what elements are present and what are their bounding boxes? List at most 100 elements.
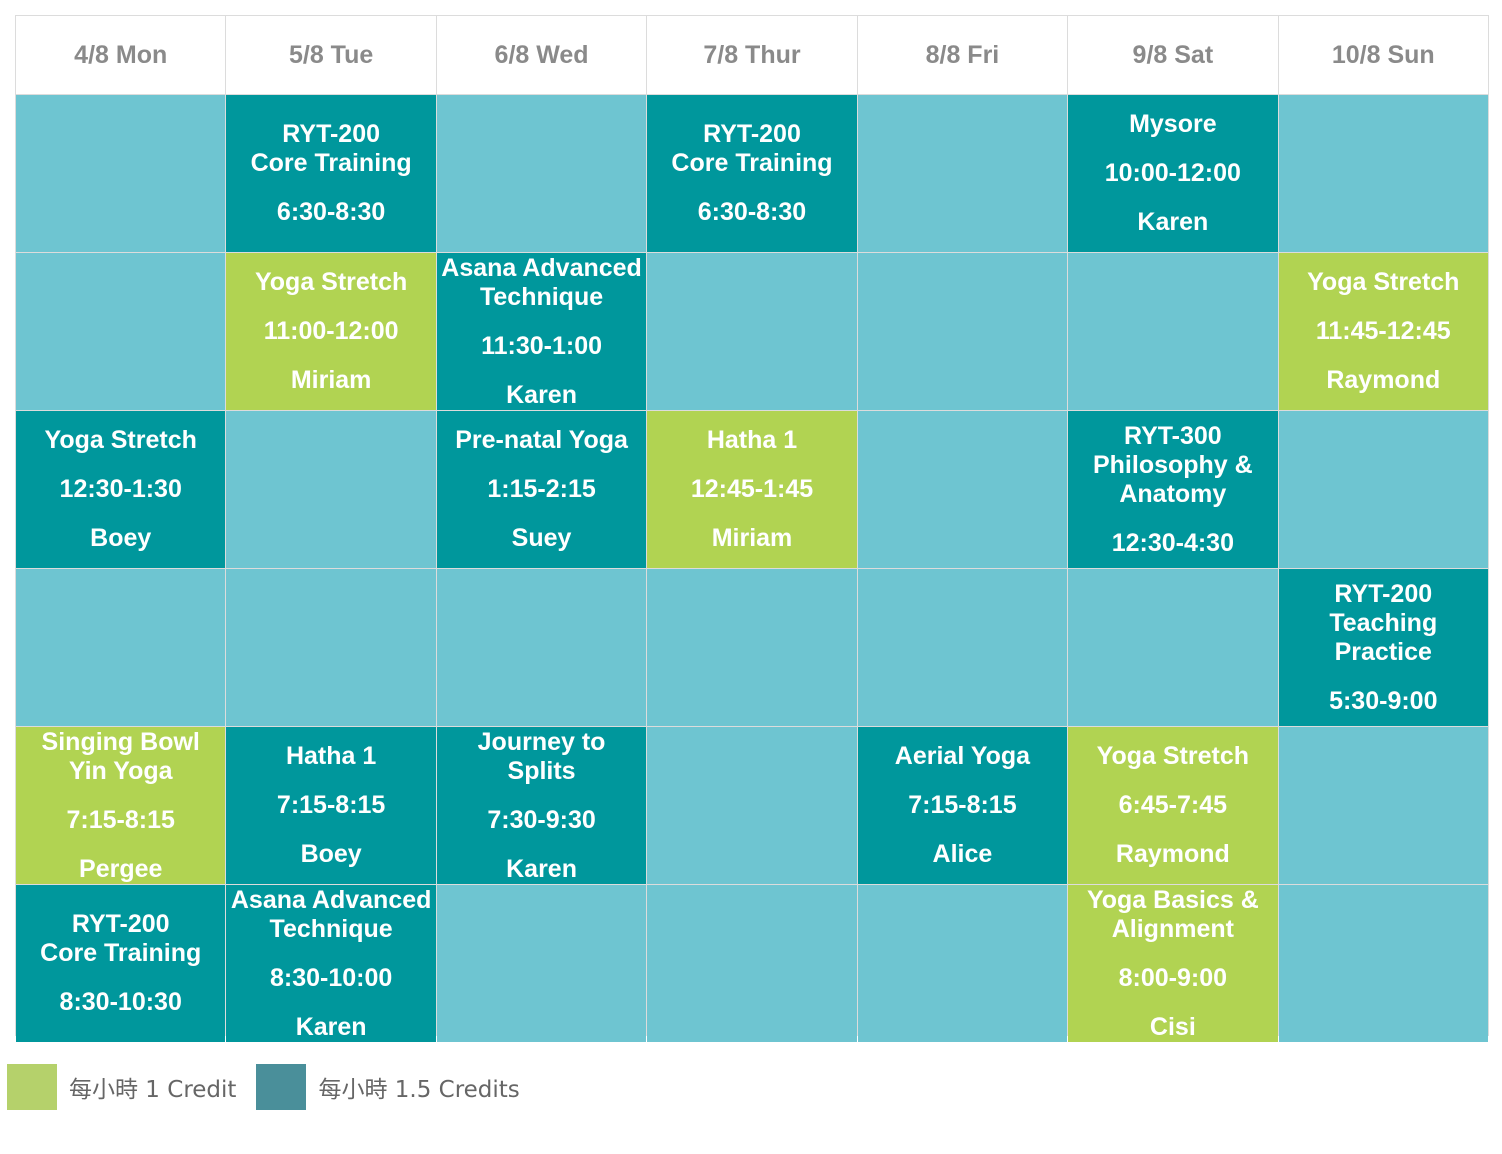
class-time: 7:15-8:15 [276, 791, 386, 819]
day-header: 8/8 Fri [857, 16, 1068, 94]
empty-cell [647, 727, 857, 884]
legend-item-1-credit: 每小時 1 Credit [7, 1064, 236, 1110]
class-time: 11:45-12:45 [1315, 317, 1451, 345]
day-header: 9/8 Sat [1068, 16, 1278, 94]
legend-item-1-5-credits: 每小時 1.5 Credits [256, 1064, 520, 1110]
class-time: 6:30-8:30 [276, 198, 386, 226]
empty-cell [857, 95, 1068, 252]
class-name: Journey to Splits [477, 727, 606, 785]
empty-cell [857, 569, 1068, 726]
class-cell[interactable]: RYT-200 Teaching Practice 5:30-9:00 [1278, 569, 1488, 726]
class-name: RYT-200 Core Training [40, 910, 202, 967]
class-time: 12:45-1:45 [690, 475, 814, 503]
class-cell[interactable]: Yoga Stretch 11:00-12:00 Miriam [226, 253, 436, 410]
class-time: 6:45-7:45 [1118, 791, 1228, 819]
legend-swatch-green [7, 1064, 57, 1110]
class-teacher: Karen [506, 380, 577, 409]
legend: 每小時 1 Credit 每小時 1.5 Credits [7, 1064, 540, 1110]
class-cell[interactable]: Yoga Stretch 11:45-12:45 Raymond [1278, 253, 1488, 410]
legend-label: 每小時 1 Credit [69, 1077, 237, 1103]
empty-cell [436, 569, 647, 726]
class-name: RYT-200 Core Training [250, 120, 412, 177]
empty-cell [436, 885, 647, 1042]
class-cell[interactable]: Journey to Splits 7:30-9:30 Karen [436, 727, 647, 884]
class-cell[interactable]: Hatha 1 12:45-1:45 Miriam [647, 411, 857, 568]
class-name: Pre-natal Yoga [455, 426, 628, 454]
class-teacher: Cisi [1149, 1012, 1196, 1041]
class-cell[interactable]: Asana Advanced Technique 8:30-10:00 Karen [226, 885, 436, 1042]
class-teacher: Raymond [1326, 366, 1441, 394]
empty-cell [1278, 95, 1488, 252]
empty-cell [436, 95, 647, 252]
class-cell[interactable]: RYT-200 Core Training 8:30-10:30 [16, 885, 226, 1042]
class-cell[interactable]: Yoga Stretch 6:45-7:45 Raymond [1068, 727, 1278, 884]
class-time: 7:30-9:30 [487, 805, 596, 834]
day-header: 6/8 Wed [436, 16, 647, 94]
class-cell[interactable]: Mysore 10:00-12:00 Karen [1068, 95, 1278, 252]
class-name: Hatha 1 [285, 742, 377, 770]
class-time: 11:30-1:00 [481, 331, 603, 360]
class-name: Yoga Stretch [44, 426, 197, 454]
class-cell[interactable]: Yoga Basics & Alignment 8:00-9:00 Cisi [1068, 885, 1278, 1042]
class-teacher: Raymond [1115, 840, 1230, 868]
class-name: RYT-200 Teaching Practice [1329, 579, 1438, 666]
empty-cell [857, 411, 1068, 568]
empty-cell [857, 885, 1068, 1042]
class-cell[interactable]: Singing Bowl Yin Yoga 7:15-8:15 Pergee [16, 727, 226, 884]
class-name: Singing Bowl Yin Yoga [41, 727, 200, 785]
class-cell[interactable]: Yoga Stretch 12:30-1:30 Boey [16, 411, 226, 568]
class-name: Yoga Stretch [254, 268, 408, 296]
empty-cell [647, 253, 857, 410]
class-time: 12:30-1:30 [59, 475, 182, 503]
class-time: 5:30-9:00 [1329, 686, 1438, 715]
day-header: 4/8 Mon [16, 16, 226, 94]
legend-swatch-teal [256, 1064, 307, 1110]
class-cell[interactable]: Pre-natal Yoga 1:15-2:15 Suey [436, 411, 647, 568]
class-name: Hatha 1 [706, 426, 798, 454]
empty-cell [226, 411, 436, 568]
class-name: Aerial Yoga [894, 742, 1031, 770]
class-time: 7:15-8:15 [66, 805, 175, 834]
empty-cell [1278, 727, 1488, 884]
class-time: 8:30-10:00 [269, 963, 393, 992]
class-name: Yoga Basics & Alignment [1086, 885, 1259, 943]
class-teacher: Karen [295, 1012, 367, 1041]
class-teacher: Boey [90, 524, 152, 552]
day-header: 5/8 Tue [226, 16, 436, 94]
timetable-grid: 4/8 Mon 5/8 Tue 6/8 Wed 7/8 Thur 8/8 Fri 9/8 … [15, 15, 1489, 1042]
class-teacher: Pergee [79, 854, 163, 883]
class-cell[interactable]: RYT-200 Core Training 6:30-8:30 [226, 95, 436, 252]
empty-cell [647, 569, 857, 726]
empty-cell [1068, 253, 1278, 410]
class-cell[interactable]: Hatha 1 7:15-8:15 Boey [226, 727, 436, 884]
class-teacher: Miriam [711, 524, 793, 552]
day-header: 10/8 Sun [1278, 16, 1488, 94]
empty-cell [1068, 569, 1278, 726]
class-name: RYT-200 Core Training [671, 120, 833, 177]
class-time: 8:00-9:00 [1118, 963, 1228, 992]
class-cell[interactable]: RYT-200 Core Training 6:30-8:30 [647, 95, 857, 252]
class-name: Asana Advanced Technique [230, 885, 432, 943]
empty-cell [1278, 885, 1488, 1042]
class-teacher: Suey [511, 524, 572, 552]
class-cell[interactable]: RYT-300 Philosophy & Anatomy 12:30-4:30 [1068, 411, 1278, 568]
class-time: 8:30-10:30 [59, 988, 182, 1016]
class-time: 1:15-2:15 [487, 475, 596, 503]
class-time: 10:00-12:00 [1104, 159, 1241, 187]
class-name: Mysore [1129, 110, 1217, 138]
empty-cell [16, 95, 226, 252]
day-header: 7/8 Thur [647, 16, 857, 94]
class-cell[interactable]: Aerial Yoga 7:15-8:15 Alice [857, 727, 1068, 884]
class-time: 7:15-8:15 [908, 791, 1017, 819]
empty-cell [1278, 411, 1488, 568]
class-name: Asana Advanced Technique [441, 253, 642, 311]
legend-label: 每小時 1.5 Credits [318, 1077, 520, 1103]
class-time: 11:00-12:00 [263, 317, 399, 345]
class-teacher: Boey [300, 840, 362, 868]
class-time: 12:30-4:30 [1111, 528, 1234, 557]
empty-cell [226, 569, 436, 726]
class-name: Yoga Stretch [1307, 268, 1460, 296]
class-teacher: Karen [1137, 208, 1209, 236]
class-cell[interactable]: Asana Advanced Technique 11:30-1:00 Karen [436, 253, 647, 410]
empty-cell [857, 253, 1068, 410]
